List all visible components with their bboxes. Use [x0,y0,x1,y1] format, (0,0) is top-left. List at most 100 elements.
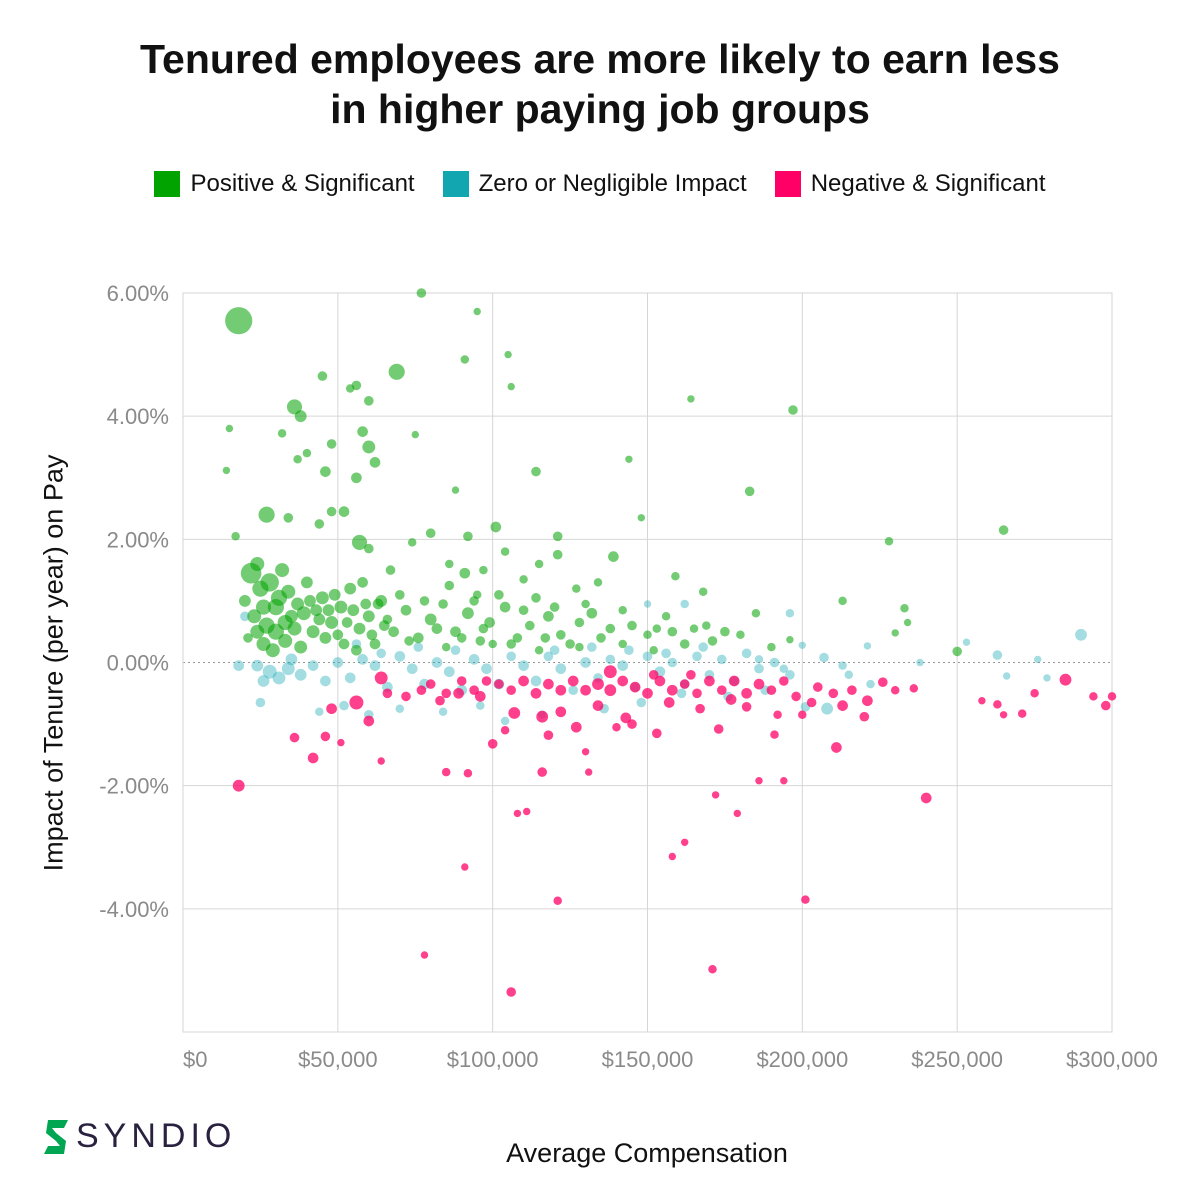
data-point [326,506,337,517]
data-point [512,633,523,643]
data-point [337,738,345,747]
legend-label-zero: Zero or Negligible Impact [478,170,747,197]
data-point [445,559,454,569]
data-point [260,573,279,592]
data-point [543,610,554,622]
data-point [294,640,308,654]
data-point [733,809,741,818]
data-point [741,702,752,712]
data-point [636,697,647,708]
data-point [500,547,510,556]
data-point [320,731,331,742]
data-point [341,617,353,628]
data-point [443,666,455,678]
data-point [357,426,368,437]
x-tick-label: $300,000 [1066,1047,1158,1072]
data-point [707,636,718,646]
data-point [654,675,666,687]
data-point [360,598,372,610]
data-point [281,584,296,599]
data-point [736,630,745,640]
data-point [952,646,962,657]
data-point [676,688,687,699]
data-point [472,590,482,600]
data-point [1030,689,1039,698]
data-point [773,710,782,720]
data-point [603,665,617,679]
data-point [488,639,497,649]
data-point [500,716,510,726]
data-point [568,685,578,695]
y-tick-label: -4.00% [99,897,169,922]
data-point [617,675,629,687]
syndio-logo-text: SYNDIO [76,1117,237,1155]
data-point [555,663,567,675]
data-point [513,809,522,818]
data-point [420,951,429,959]
data-point [642,687,653,699]
data-point [325,616,339,629]
data-point [702,621,711,630]
data-point [438,707,448,717]
data-point [581,599,590,609]
data-point [425,679,436,689]
data-point [890,685,900,695]
data-point [431,623,443,634]
legend-label-positive: Positive & Significant [190,170,415,197]
data-point [920,792,932,804]
data-point [572,584,581,593]
data-point [661,612,671,621]
data-point [617,660,629,671]
data-point [543,651,554,662]
data-point [728,675,740,687]
data-point [753,678,765,690]
data-point [435,695,445,706]
data-point [831,742,842,753]
data-point [462,607,474,620]
data-point [767,642,776,652]
data-point [686,670,696,680]
data-point [395,704,405,713]
data-point [574,617,585,628]
data-point [540,633,551,643]
data-point [349,695,364,710]
data-point [478,623,489,634]
data-point [555,684,567,696]
data-point [357,654,368,665]
data-point [412,632,424,644]
chart-title-line-2: in higher paying job groups [330,86,870,132]
data-point [627,719,637,729]
data-point [233,660,245,671]
data-point [667,657,678,668]
data-point [586,607,598,619]
data-point [326,439,337,449]
data-point [720,626,730,637]
data-point [625,455,633,463]
data-point [1107,692,1117,701]
data-point [362,440,376,454]
data-point [1034,655,1042,664]
data-point [475,636,486,646]
data-point [363,715,375,727]
data-point [401,691,411,702]
data-point [680,599,689,609]
data-point [605,654,616,665]
data-point [866,679,875,689]
data-point [692,688,702,699]
data-point [549,645,560,655]
data-point [785,670,795,680]
data-point [222,466,231,475]
data-point [643,600,652,608]
data-point [307,660,319,671]
data-point [463,769,473,778]
data-point [754,655,764,664]
data-point [444,580,455,591]
x-tick-label: $150,000 [602,1047,694,1072]
data-point [281,662,295,676]
data-point [506,639,516,649]
data-point [791,691,801,702]
data-point [725,694,737,705]
data-point [786,636,794,644]
y-tick-label: 6.00% [107,281,169,306]
data-point [494,590,504,600]
